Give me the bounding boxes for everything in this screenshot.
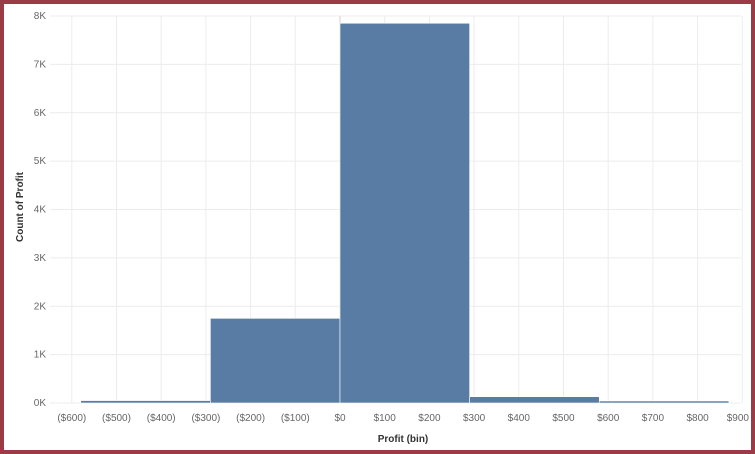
y-tick-label: 2K — [34, 301, 47, 312]
x-tick-label: ($100) — [281, 413, 310, 424]
y-tick-label: 4K — [34, 205, 47, 216]
x-axis-title: Profit (bin) — [378, 434, 429, 445]
y-tick-label: 6K — [34, 108, 47, 119]
x-tick-label: $0 — [334, 413, 346, 424]
histogram-bar — [210, 318, 341, 404]
x-tick-label: $800 — [686, 413, 709, 424]
y-axis-title: Count of Profit — [15, 171, 26, 242]
x-tick-label: $500 — [552, 413, 575, 424]
bars — [80, 22, 730, 404]
histogram-bar — [469, 396, 600, 404]
x-tick-label: ($200) — [236, 413, 265, 424]
x-tick-label: $700 — [642, 413, 665, 424]
x-tick-label: $100 — [374, 413, 397, 424]
y-tick-label: 3K — [34, 253, 47, 264]
y-tick-label: 5K — [34, 156, 47, 167]
histogram-bar — [80, 400, 211, 404]
histogram-bar — [598, 400, 730, 404]
x-tick-label: $400 — [508, 413, 531, 424]
histogram-bar — [339, 22, 470, 404]
x-tick-label: $200 — [418, 413, 441, 424]
y-tick-label: 0K — [34, 398, 47, 409]
y-tick-label: 8K — [34, 11, 47, 22]
x-tick-label: ($300) — [191, 413, 220, 424]
x-tick-label: $900 — [727, 413, 750, 424]
y-tick-label: 1K — [34, 350, 47, 361]
x-tick-label: ($400) — [147, 413, 176, 424]
y-tick-label: 7K — [34, 59, 47, 70]
y-axis-ticks: 0K 1K 2K 3K 4K 5K 6K 7K 8K — [34, 11, 47, 409]
x-axis-ticks: ($600) ($500) ($400) ($300) ($200) ($100) $0 $1… — [57, 413, 749, 424]
x-tick-label: $300 — [463, 413, 486, 424]
x-tick-label: ($500) — [102, 413, 131, 424]
x-tick-label: ($600) — [57, 413, 86, 424]
x-tick-label: $600 — [597, 413, 620, 424]
